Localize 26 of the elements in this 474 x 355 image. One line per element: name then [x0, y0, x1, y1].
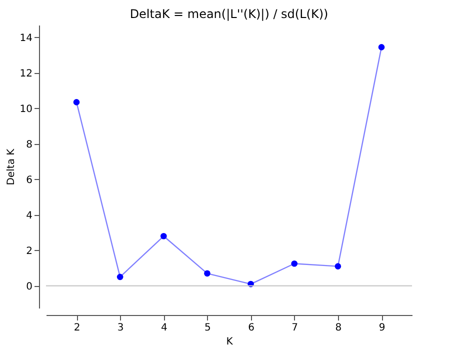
x-tick-label: 3	[117, 322, 124, 334]
x-tick-label: 4	[160, 322, 168, 334]
x-axis-title: K	[226, 336, 234, 348]
y-tick-label: 2	[26, 246, 32, 257]
x-tick-label: 5	[204, 322, 211, 334]
point	[378, 44, 385, 50]
x-tick-label: 6	[248, 322, 254, 334]
x-tick-label: 7	[292, 322, 298, 334]
y-tick-label: 14	[20, 32, 32, 44]
x-tick-label: 8	[335, 322, 342, 334]
point	[160, 232, 167, 240]
y-tick-label: 8	[26, 139, 32, 150]
point	[334, 263, 342, 270]
point	[204, 270, 210, 277]
y-tick-label: 10	[20, 104, 32, 115]
y-tick-label: 4	[26, 210, 32, 222]
point	[116, 274, 124, 280]
y-tick-label: 0	[26, 281, 32, 292]
y-axis-title: Delta K	[6, 148, 17, 186]
y-tick-label: 6	[26, 174, 32, 186]
point	[291, 260, 298, 267]
y-tick-label: 12	[20, 68, 32, 80]
chart-title: DeltaK = mean(|L''(K)|) / sd(L(K))	[130, 7, 328, 21]
point	[73, 99, 80, 106]
x-tick-label: 2	[74, 322, 80, 334]
x-tick-label: 9	[378, 322, 386, 334]
